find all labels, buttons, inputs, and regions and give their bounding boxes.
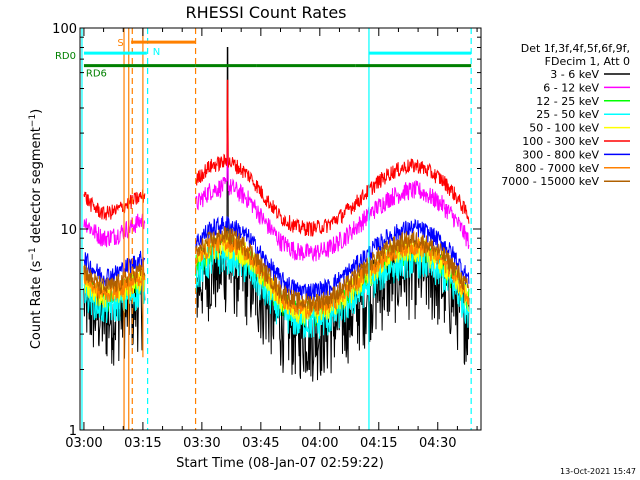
chart-title: RHESSI Count Rates xyxy=(186,3,347,22)
state-bar-label-s: S xyxy=(117,38,123,49)
y-axis-label-mid: detector segment xyxy=(29,127,44,247)
y-tick-label-1: 1 xyxy=(69,424,77,439)
legend-label-300-800-kev: 300 - 800 keV xyxy=(522,148,599,161)
series-line-7000-15000-kev xyxy=(83,226,470,313)
timestamp: 13-Oct-2021 15:47 xyxy=(560,467,636,476)
legend-header-line1: Det 1f,3f,4f,5f,6f,9f, xyxy=(521,42,630,55)
y-tick-label-100: 100 xyxy=(52,22,77,37)
y-axis-label-main: Count Rate (s xyxy=(29,260,44,349)
legend-label-25-50-kev: 25 - 50 keV xyxy=(536,108,599,121)
x-axis-label: Start Time (08-Jan-07 02:59:22) xyxy=(176,456,384,471)
legend-label-12-25-kev: 12 - 25 keV xyxy=(536,95,599,108)
series-line-300-800-kev xyxy=(83,216,470,301)
x-tick-label-03:30: 03:30 xyxy=(183,436,220,451)
legend-header-line2: FDecim 1, Att 0 xyxy=(545,55,630,68)
series-line-25-50-kev xyxy=(83,240,470,339)
x-tick-label-03:15: 03:15 xyxy=(124,436,161,451)
state-bar-label-n: N xyxy=(153,47,160,58)
x-tick-label-03:45: 03:45 xyxy=(242,436,279,451)
legend-label-3-6-kev: 3 - 6 keV xyxy=(550,68,599,81)
y-axis-label-sup1: −1 xyxy=(28,247,38,260)
legend-label-50-100-kev: 50 - 100 keV xyxy=(529,122,599,135)
legend-label-800-7000-kev: 800 - 7000 keV xyxy=(515,162,599,175)
x-tick-label-04:00: 04:00 xyxy=(301,436,338,451)
y-axis-label: Count Rate (s−1 detector segment−1) xyxy=(28,109,44,349)
x-tick-label-03:00: 03:00 xyxy=(65,436,102,451)
y-tick-label-10: 10 xyxy=(60,223,77,238)
state-bar-label-rd6: RD6 xyxy=(86,69,107,80)
x-tick-label-04:30: 04:30 xyxy=(419,436,456,451)
state-bar-label-rd0: RD0 xyxy=(55,51,76,62)
y-axis-label-end: ) xyxy=(29,109,44,114)
legend-label-100-300-kev: 100 - 300 keV xyxy=(522,135,599,148)
series-line-6-12-kev xyxy=(83,132,470,263)
legend-label-7000-15000-kev: 7000 - 15000 keV xyxy=(501,175,599,188)
series-line-100-300-kev xyxy=(83,79,470,237)
y-axis-label-sup2: −1 xyxy=(28,114,38,127)
legend-label-6-12-kev: 6 - 12 keV xyxy=(543,81,599,94)
x-tick-label-04:15: 04:15 xyxy=(360,436,397,451)
